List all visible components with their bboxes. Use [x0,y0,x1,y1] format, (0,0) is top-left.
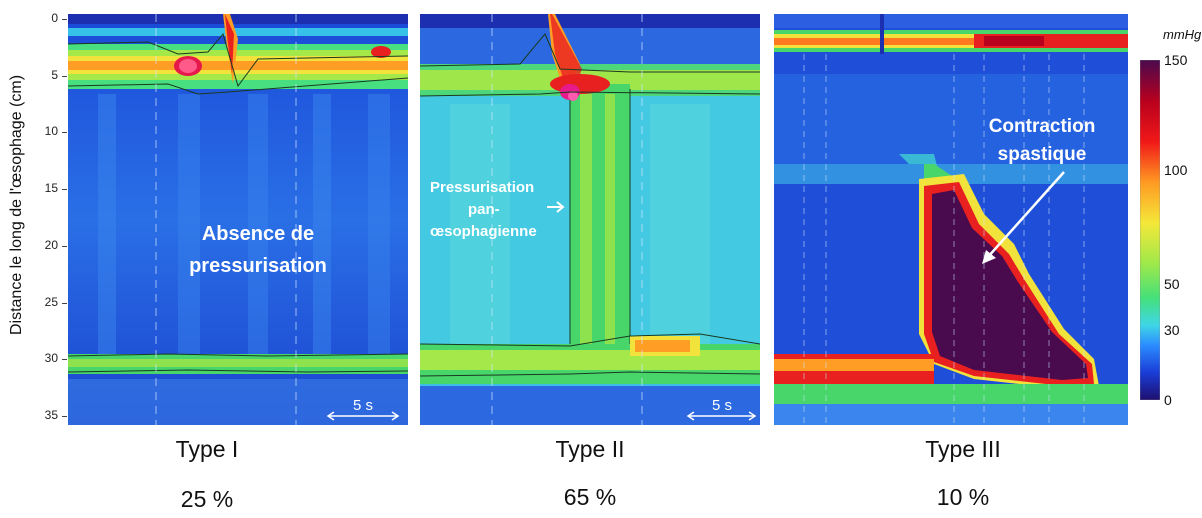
panel-percentage-type-3: 10 % [936,484,990,510]
annotation-line-2: pan- [468,201,500,218]
y-tick-label: 30 [44,351,58,366]
heatmap-panel-type-1: Absence de pressurisation 5 s [68,14,408,425]
y-tick-mark [62,245,67,247]
panel-title-type-2: Type II [555,436,625,462]
y-tick-label: 0 [51,11,58,25]
colorbar-tick-0: 0 [1164,392,1172,408]
colorbar-unit: mmHg [1163,27,1202,42]
y-tick-mark [62,75,67,77]
y-tick-label: 10 [44,124,58,139]
colorbar-tick-150: 150 [1164,52,1188,68]
annotation-line-1: Contraction [989,116,1096,137]
scale-bar-label: 5 s [353,397,373,414]
panel-title-type-3: Type III [925,436,1001,462]
y-tick-label: 5 [51,67,58,82]
colorbar [1140,60,1160,400]
colorbar-tick-50: 50 [1164,276,1180,292]
y-tick-mark [62,19,67,20]
y-tick-label: 25 [44,294,58,309]
annotation-line-1: Pressurisation [430,179,534,196]
y-tick-mark [62,302,67,304]
heatmap-panel-type-3: Contraction spastique [774,14,1128,425]
scale-bar-label: 5 s [712,397,732,414]
y-tick-mark [62,416,67,417]
y-tick-label: 15 [44,181,58,196]
annotation-line-1: Absence de [202,223,314,245]
y-tick-mark [62,359,67,361]
annotation-line-3: œsophagienne [430,223,537,240]
panel-percentage-type-1: 25 % [180,486,234,512]
colorbar-tick-100: 100 [1164,162,1188,178]
y-tick-label: 35 [44,408,58,422]
panel-percentage-type-2: 65 % [563,484,617,510]
annotation-line-2: pressurisation [189,255,327,277]
colorbar-tick-30: 30 [1164,322,1180,338]
y-tick-mark [62,189,67,191]
annotation-line-2: spastique [998,144,1087,165]
y-tick-mark [62,132,67,134]
panel-title-type-1: Type I [175,436,239,462]
y-tick-label: 20 [44,237,58,252]
heatmap-panel-type-2: Pressurisation pan- œsophagienne 5 s [420,14,760,425]
y-axis-label: Distance le long de l'œsophage (cm) [8,74,25,336]
